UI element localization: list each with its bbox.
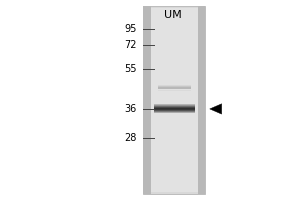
Bar bbox=[158, 87, 191, 88]
Bar bbox=[154, 109, 196, 110]
Bar bbox=[154, 110, 196, 111]
Bar bbox=[158, 90, 191, 91]
Bar bbox=[154, 105, 196, 106]
Bar bbox=[152, 8, 198, 192]
Bar bbox=[154, 111, 196, 112]
Text: 28: 28 bbox=[124, 133, 136, 143]
Text: 36: 36 bbox=[124, 104, 136, 114]
Bar bbox=[158, 88, 191, 89]
Text: 95: 95 bbox=[124, 24, 136, 34]
Bar bbox=[198, 6, 205, 194]
Polygon shape bbox=[210, 104, 222, 114]
Bar bbox=[154, 104, 196, 105]
Text: UM: UM bbox=[164, 10, 181, 20]
Bar bbox=[142, 6, 205, 194]
Bar bbox=[154, 108, 196, 109]
Text: 72: 72 bbox=[124, 40, 136, 50]
Bar bbox=[142, 6, 152, 194]
Bar bbox=[158, 85, 191, 86]
Bar bbox=[154, 112, 196, 113]
Bar bbox=[154, 106, 196, 107]
Bar bbox=[158, 86, 191, 87]
Text: 55: 55 bbox=[124, 64, 136, 74]
Bar bbox=[154, 107, 196, 108]
